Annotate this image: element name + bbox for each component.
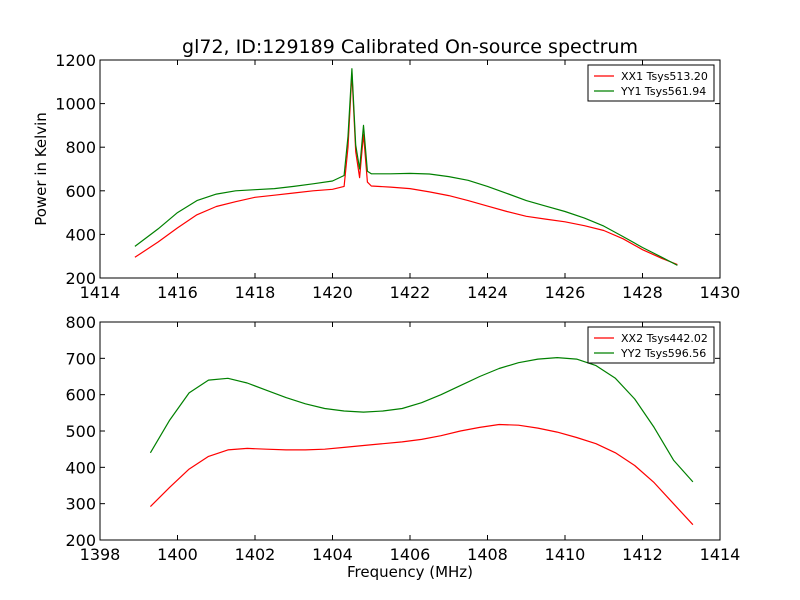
chart-1-y-tick-label: 600: [65, 386, 96, 405]
chart-0-y-tick-label: 1200: [55, 51, 96, 70]
chart-1-legend-box: [587, 326, 715, 364]
bottom-spectrum-chart: 1398 1400 1402 1404 1406 1408 1410 1412 1414 200 3…: [65, 313, 740, 581]
chart-1-series-line-xx2: [149, 423, 694, 526]
chart-0-y-tick-label: 600: [65, 182, 96, 201]
chart-1-y-tick-label: 300: [65, 495, 96, 514]
chart-1-x-axis-label: Frequency (MHz): [347, 563, 473, 581]
chart-0-x-tick-label: 1422: [390, 283, 431, 302]
chart-0-y-tick-label: 800: [65, 138, 96, 157]
chart-1-x-tick-label: 1414: [700, 545, 741, 564]
chart-0-legend-entry: YY1 Tsys561.94: [620, 85, 706, 98]
chart-0-x-tick-label: 1416: [157, 283, 198, 302]
chart-1-x-tick-label: 1412: [622, 545, 663, 564]
chart-0-x-tick-label: 1414: [80, 283, 121, 302]
chart-1-legend-entry: YY2 Tsys596.56: [620, 347, 706, 360]
chart-0-legend-entry: XX1 Tsys513.20: [621, 70, 708, 83]
chart-0-y-axis-label: Power in Kelvin: [32, 112, 50, 226]
chart-1-y-tick-label: 500: [65, 422, 96, 441]
chart-0-y-tick-label: 200: [65, 269, 96, 288]
chart-0-x-tick-label: 1430: [700, 283, 741, 302]
chart-1-series-line-yy2: [149, 357, 694, 483]
chart-1-x-tick-label: 1404: [312, 545, 353, 564]
chart-0-series-line-yy1: [134, 68, 678, 266]
chart-0-legend: XX1 Tsys513.20 YY1 Tsys561.94: [587, 64, 715, 102]
chart-1-x-tick-label: 1400: [157, 545, 198, 564]
chart-1-y-tick-label: 400: [65, 458, 96, 477]
chart-1-y-tick-label: 200: [65, 531, 96, 550]
chart-0-y-tick-label: 1000: [55, 95, 96, 114]
chart-title: gl72, ID:129189 Calibrated On-source spe…: [182, 36, 638, 58]
chart-0-x-tick-label: 1428: [622, 283, 663, 302]
top-spectrum-chart: 1414 1416 1418 1420 1422 1424 1426 1428 1430 200 4…: [32, 51, 740, 302]
chart-1-x-tick-label: 1402: [235, 545, 276, 564]
chart-0-legend-box: [587, 64, 715, 102]
chart-1-x-tick-label: 1410: [545, 545, 586, 564]
chart-1-x-tick-label: 1408: [467, 545, 508, 564]
chart-0-series-line-xx1: [134, 72, 678, 266]
chart-0-x-tick-label: 1424: [467, 283, 508, 302]
chart-1-legend: XX2 Tsys442.02 YY2 Tsys596.56: [587, 326, 715, 364]
chart-0-y-tick-label: 400: [65, 225, 96, 244]
chart-1-y-tick-label: 700: [65, 349, 96, 368]
chart-1-x-tick-label: 1398: [80, 545, 121, 564]
chart-0-x-tick-label: 1426: [545, 283, 586, 302]
chart-1-legend-entry: XX2 Tsys442.02: [621, 332, 708, 345]
chart-0-x-tick-label: 1418: [235, 283, 276, 302]
chart-1-x-tick-label: 1406: [390, 545, 431, 564]
chart-1-y-tick-label: 800: [65, 313, 96, 332]
chart-0-x-tick-label: 1420: [312, 283, 353, 302]
